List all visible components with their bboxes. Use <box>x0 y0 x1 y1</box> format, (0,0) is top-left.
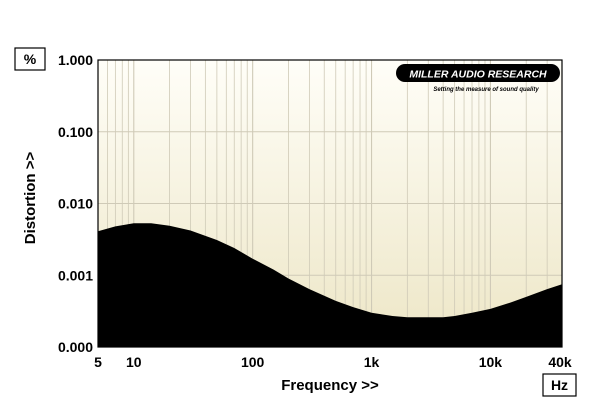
y-tick-label: 0.001 <box>58 267 93 283</box>
x-unit-box: Hz <box>542 373 577 397</box>
y-tick-label: 0.010 <box>58 196 93 212</box>
y-tick-label: 0.100 <box>58 124 93 140</box>
y-tick-label: 1.000 <box>58 52 93 68</box>
x-axis-title: Frequency >> <box>281 377 379 394</box>
y-unit-box: % <box>14 47 46 71</box>
y-axis-title: Distortion >> <box>22 152 39 245</box>
x-tick-label: 1k <box>364 354 380 370</box>
plot-border <box>97 59 563 348</box>
x-tick-label: 5 <box>94 354 102 370</box>
distortion-area <box>98 223 562 347</box>
logo-name: MILLER AUDIO RESEARCH <box>409 69 547 81</box>
x-tick-label: 10k <box>479 354 503 370</box>
logo-tagline: Setting the measure of sound quality <box>433 87 539 93</box>
y-unit-label: % <box>24 51 37 67</box>
x-unit-label: Hz <box>551 377 568 393</box>
x-tick-label: 40k <box>548 354 572 370</box>
x-tick-labels: 5 10 100 1k 10k 40k <box>94 354 572 370</box>
x-tick-label: 10 <box>126 354 142 370</box>
y-tick-labels: 0.000 0.001 0.010 0.100 1.000 <box>58 52 93 355</box>
x-tick-label: 100 <box>241 354 265 370</box>
y-tick-label: 0.000 <box>58 339 93 355</box>
miller-audio-research-logo: MILLER AUDIO RESEARCH Setting the measur… <box>396 64 560 93</box>
